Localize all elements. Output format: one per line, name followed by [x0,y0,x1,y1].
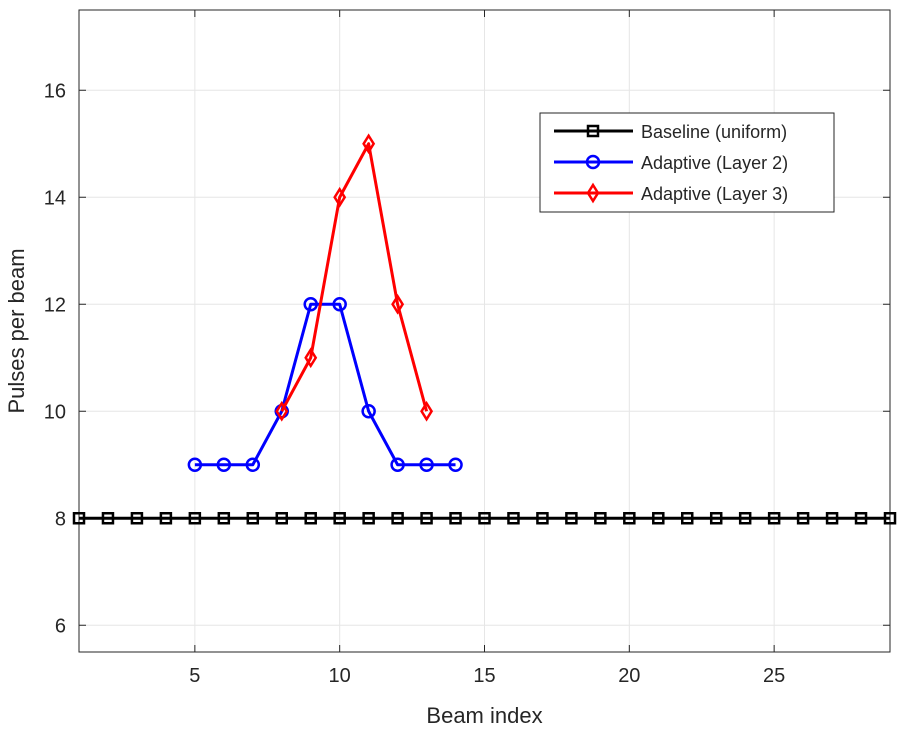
grid-layer [79,10,890,652]
data-point-adaptive-layer-3 [304,347,318,369]
y-tick-label: 8 [55,508,66,530]
data-point-baseline-uniform [681,512,694,525]
data-point-baseline-uniform [72,512,86,525]
legend-entry-baseline-uniform: Baseline (uniform) [554,122,787,142]
data-point-adaptive-layer-3 [275,400,289,422]
series-line-adaptive-layer-2 [194,302,456,467]
data-point-baseline-uniform [623,512,636,525]
data-point-baseline-uniform [420,512,433,525]
data-point-baseline-uniform [362,512,375,525]
legend-marker [586,182,600,204]
data-point-baseline-uniform [130,512,144,525]
data-point-adaptive-layer-2 [448,457,463,472]
data-point-adaptive-layer-2 [245,457,261,472]
data-point-adaptive-layer-3 [333,186,347,208]
legend-label: Baseline (uniform) [641,122,787,142]
data-point-baseline-uniform [767,512,781,525]
data-point-baseline-uniform [246,512,260,525]
series-adaptive-layer-2 [187,297,463,472]
data-point-adaptive-layer-2 [361,404,376,419]
y-tick-label: 16 [44,80,66,102]
data-point-baseline-uniform [159,512,173,525]
data-point-baseline-uniform [391,512,404,525]
data-point-baseline-uniform [709,512,723,525]
legend-entry-adaptive-layer-2: Adaptive (Layer 2) [554,153,788,173]
x-tick-label: 20 [618,665,640,687]
data-point-baseline-uniform [188,512,202,525]
data-point-baseline-uniform [883,512,897,525]
data-point-adaptive-layer-3 [420,400,434,422]
data-point-baseline-uniform [275,512,288,525]
data-point-adaptive-layer-2 [419,457,434,472]
data-point-baseline-uniform [449,512,462,525]
series-line-adaptive-layer-3 [280,142,429,412]
data-point-baseline-uniform [594,512,607,525]
series-layer [72,133,897,525]
data-point-baseline-uniform [304,512,317,525]
data-point-baseline-uniform [507,512,520,525]
legend-marker [585,154,601,170]
legend-label: Adaptive (Layer 3) [641,184,788,204]
data-point-adaptive-layer-2 [390,457,405,472]
data-point-baseline-uniform [652,512,665,525]
data-point-adaptive-layer-2 [303,297,318,312]
data-point-adaptive-layer-3 [362,133,376,155]
tick-layer: 5 10 15 20 25 6 8 10 12 14 16 [44,10,890,687]
y-axis-label: Pulses per beam [4,248,29,413]
y-tick-label: 14 [44,187,66,209]
data-point-baseline-uniform [825,512,839,525]
data-point-baseline-uniform [217,512,231,525]
x-tick-label: 15 [473,665,495,687]
x-axis-label: Beam index [426,703,542,728]
legend: Baseline (uniform) Adaptive (Layer 2) Adap… [539,112,835,213]
x-tick-label: 25 [763,665,785,687]
data-point-baseline-uniform [536,512,549,525]
y-tick-label: 6 [55,615,66,637]
x-tick-label: 10 [329,665,351,687]
series-baseline-uniform [72,512,897,525]
data-point-baseline-uniform [478,512,491,525]
legend-marker [586,124,600,138]
legend-entry-adaptive-layer-3: Adaptive (Layer 3) [554,182,788,204]
data-point-baseline-uniform [854,512,868,525]
series-adaptive-layer-3 [275,133,434,422]
y-tick-label: 12 [44,294,66,316]
data-point-adaptive-layer-2 [187,457,203,472]
data-point-baseline-uniform [101,512,115,525]
y-tick-label: 10 [44,401,66,423]
x-tick-label: 5 [189,665,200,687]
data-point-baseline-uniform [565,512,578,525]
data-point-baseline-uniform [333,512,346,525]
data-point-adaptive-layer-2 [216,457,232,472]
data-point-baseline-uniform [796,512,810,525]
data-point-adaptive-layer-3 [391,293,405,315]
data-point-baseline-uniform [738,512,752,525]
data-point-adaptive-layer-2 [332,297,347,312]
legend-label: Adaptive (Layer 2) [641,153,788,173]
